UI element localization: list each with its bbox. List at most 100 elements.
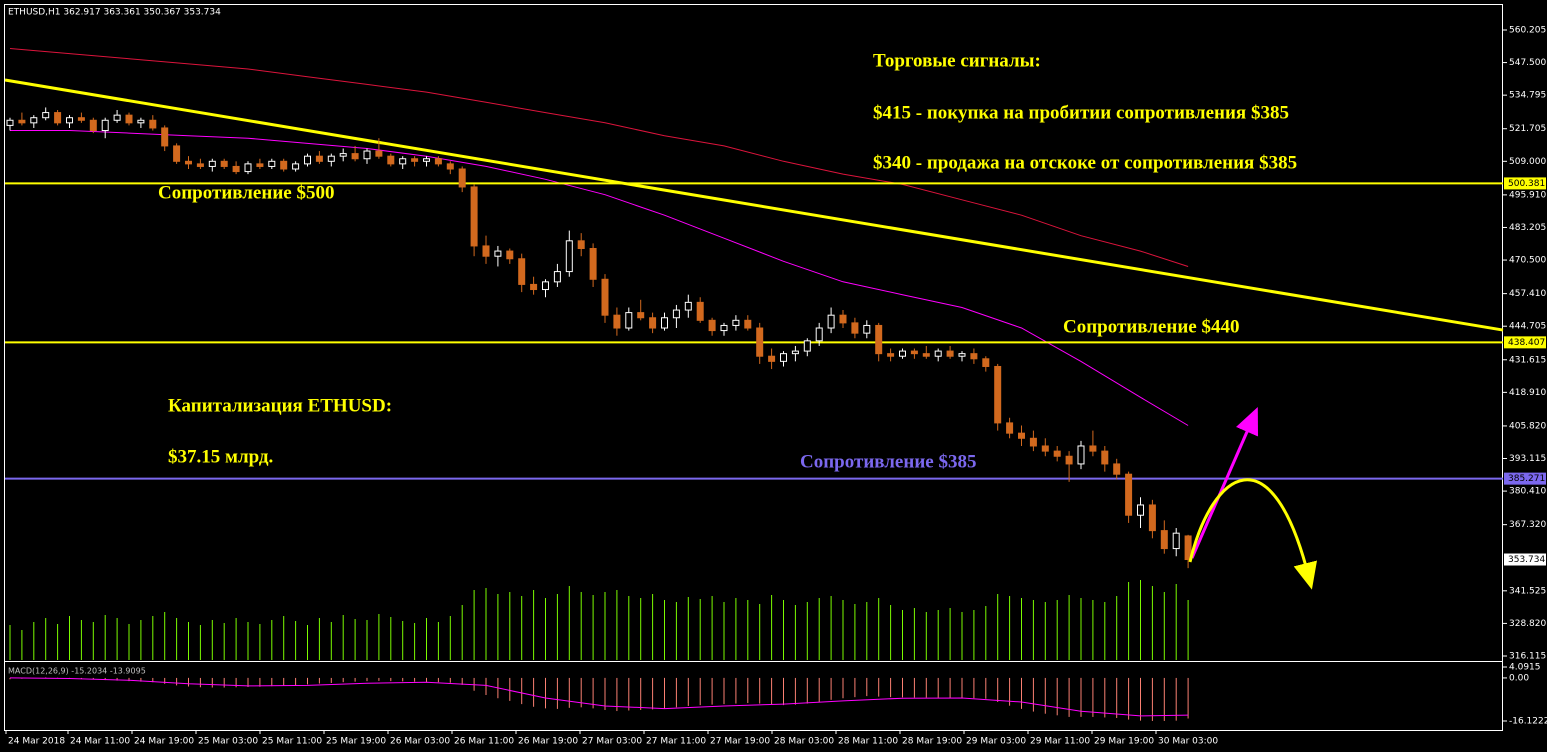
y-tick-label: 316.115	[1509, 651, 1546, 661]
candle-body	[375, 150, 383, 157]
candle-body	[161, 127, 169, 147]
candle-body	[732, 319, 740, 326]
candle-body	[125, 114, 133, 124]
x-tick-label: 27 Mar 19:00	[710, 737, 770, 747]
annotation: $415 - покупка на пробитии сопротивления…	[873, 102, 1289, 123]
x-tick-label: 27 Mar 03:00	[582, 737, 642, 747]
candle-body	[661, 317, 668, 329]
candle-body	[577, 240, 585, 250]
candle-body	[1113, 463, 1121, 475]
candle-body	[708, 319, 716, 332]
x-tick-label: 25 Mar 11:00	[262, 737, 322, 747]
level-tag-label: 438.407	[1508, 338, 1545, 348]
x-tick-label: 26 Mar 03:00	[390, 737, 450, 747]
annotation: Сопротивление $385	[800, 451, 976, 472]
candle-body	[899, 350, 906, 357]
candle-body	[185, 160, 192, 165]
candle-body	[672, 309, 680, 319]
candle-body	[982, 358, 990, 367]
candle-body	[66, 117, 73, 124]
candle-body	[875, 324, 883, 355]
candles-layer	[6, 107, 1192, 569]
y-tick-label: 470.500	[1509, 256, 1546, 266]
candle-body	[684, 301, 692, 311]
y-tick-label: 341.525	[1509, 586, 1546, 596]
y-tick-label: 380.410	[1509, 487, 1546, 497]
annotation: Сопротивление $500	[158, 182, 334, 203]
annotation: $37.15 млрд.	[168, 446, 273, 467]
macd-title: MACD(12,26,9) -15.2034 -13.9095	[8, 667, 146, 676]
trendline	[4, 78, 1504, 332]
candle-body	[506, 250, 514, 260]
y-tick-label: 547.500	[1509, 58, 1546, 68]
candle-body	[54, 112, 62, 124]
x-tick-label: 24 Mar 19:00	[134, 737, 194, 747]
candle-body	[553, 271, 561, 283]
current-price-label: 353.734	[1508, 555, 1545, 565]
candle-body	[589, 248, 597, 280]
candle-body	[1125, 473, 1133, 516]
level-tag-label: 385.271	[1508, 474, 1545, 484]
y-tick-label: 483.205	[1509, 223, 1546, 233]
candle-body	[101, 119, 109, 132]
candle-body	[304, 155, 311, 165]
candle-body	[827, 314, 835, 329]
x-tick-label: 29 Mar 11:00	[1030, 737, 1090, 747]
candle-body	[910, 350, 918, 355]
annotation: $340 - продажа на отскоке от сопротивлен…	[873, 152, 1297, 173]
y-tick-label: 444.705	[1509, 322, 1546, 332]
candle-body	[268, 160, 276, 167]
candle-body	[339, 153, 347, 157]
candle-body	[1137, 504, 1144, 516]
candle-body	[482, 245, 490, 257]
candle-body	[77, 117, 85, 121]
annotation: Сопротивление $440	[1063, 316, 1239, 337]
x-tick-label: 28 Mar 11:00	[838, 737, 898, 747]
candle-body	[494, 250, 502, 257]
candle-body	[351, 153, 359, 160]
y-tick-label: 457.410	[1509, 289, 1546, 299]
candle-body	[637, 312, 645, 319]
x-tick-label: 26 Mar 11:00	[454, 737, 514, 747]
candle-body	[149, 119, 157, 129]
axis-layer: 560.205 547.500 534.795 521.705 509.000 495.9…	[5, 25, 1547, 747]
annotation: Торговые сигналы:	[873, 50, 1041, 71]
candle-body	[196, 163, 204, 167]
candle-body	[6, 119, 14, 126]
candle-body	[423, 158, 430, 162]
level-tag-label: 500.381	[1508, 179, 1545, 189]
candle-body	[613, 314, 621, 329]
candle-body	[446, 163, 454, 170]
x-tick-label: 24 Mar 11:00	[70, 737, 130, 747]
buy-arrow	[1190, 406, 1259, 559]
candle-body	[434, 158, 442, 165]
candle-body	[1160, 530, 1168, 550]
candle-body	[744, 319, 752, 329]
candle-body	[720, 324, 728, 332]
candle-body	[565, 240, 573, 273]
candle-body	[756, 327, 764, 357]
y-tick-label: 495.910	[1509, 190, 1546, 200]
annotation: Капитализация ETHUSD:	[168, 395, 392, 416]
candle-body	[542, 281, 549, 291]
candle-body	[815, 327, 823, 342]
candle-body	[934, 350, 942, 357]
volume-layer	[9, 580, 1189, 660]
candle-body	[292, 163, 300, 170]
candle-body	[768, 355, 776, 362]
candle-body	[315, 155, 323, 162]
x-tick-label: 26 Mar 19:00	[518, 737, 578, 747]
macd-tick-label: -16.1222	[1509, 716, 1547, 726]
candle-body	[922, 353, 930, 357]
y-tick-label: 431.615	[1509, 355, 1546, 365]
candle-body	[363, 150, 371, 160]
candle-body	[887, 353, 895, 357]
candle-body	[1089, 445, 1097, 452]
candle-body	[220, 160, 228, 167]
candle-body	[1053, 450, 1061, 457]
macd-tick-label: 0.00	[1509, 673, 1529, 683]
y-tick-label: 405.820	[1509, 421, 1546, 431]
